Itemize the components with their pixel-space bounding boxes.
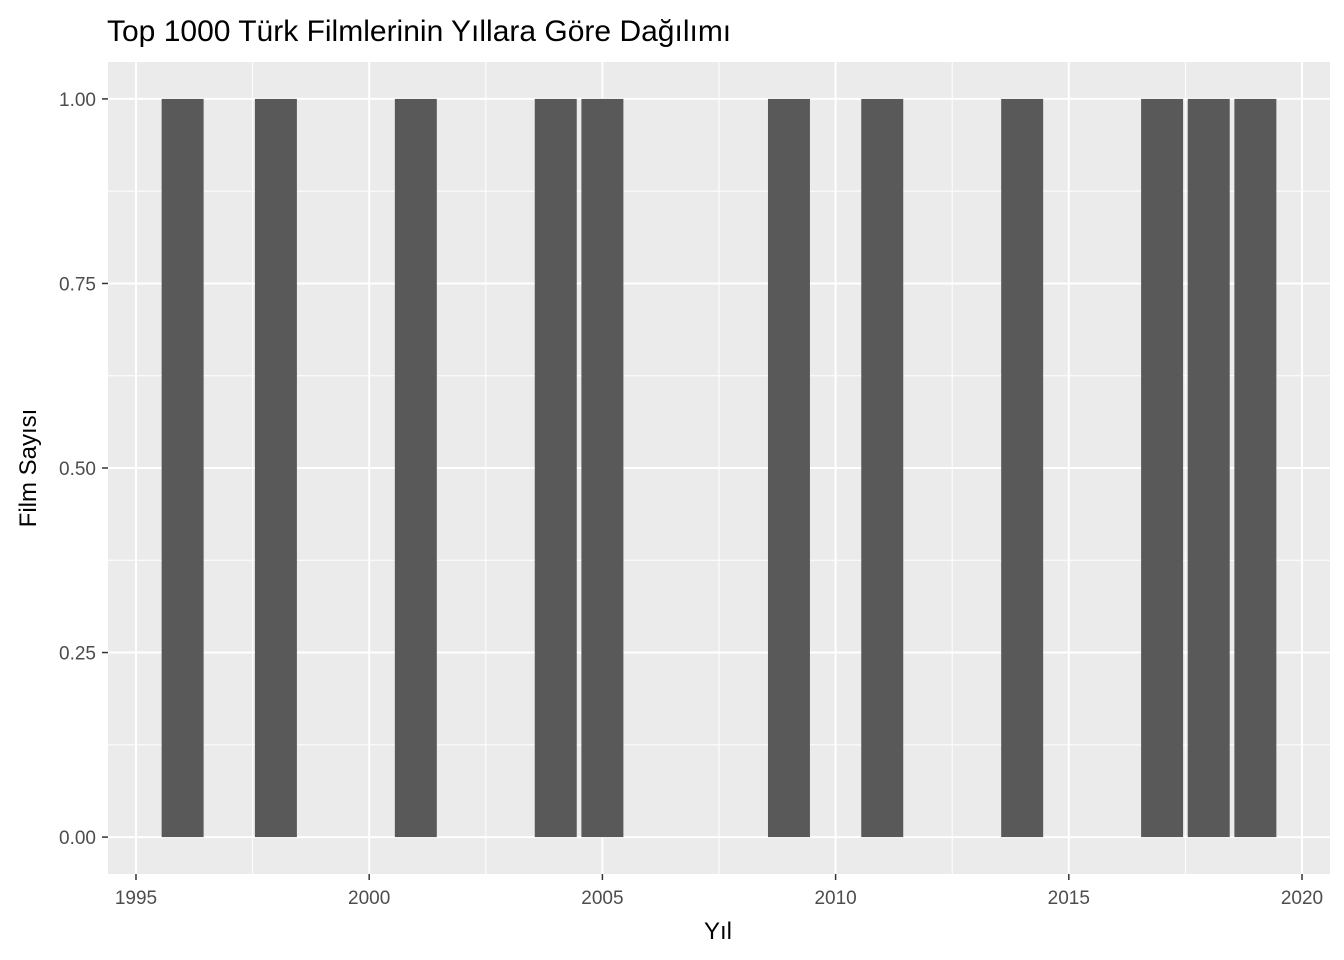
y-axis: 0.00 0.25 0.50 0.75 1.00 <box>59 90 108 849</box>
x-axis-title: Yıl <box>704 918 732 945</box>
bar-1996 <box>161 98 204 838</box>
y-tick-label: 0.25 <box>59 644 96 665</box>
y-tick-label: 0.00 <box>59 828 96 849</box>
major-gridlines <box>108 62 1330 874</box>
bar-2014 <box>1001 98 1044 838</box>
bar-2018 <box>1187 98 1230 838</box>
x-tick-label: 2015 <box>1048 888 1090 909</box>
bar-2011 <box>861 98 904 838</box>
bar-2001 <box>394 98 437 838</box>
x-tick-label: 2020 <box>1281 888 1323 909</box>
y-tick-label: 1.00 <box>59 90 96 111</box>
x-axis: 1995 2000 2005 2010 2015 2020 <box>115 874 1323 909</box>
bar-2019 <box>1234 98 1277 838</box>
y-axis-title: Film Sayısı <box>15 409 42 528</box>
bar-2005 <box>581 98 624 838</box>
bar-2017 <box>1141 98 1184 838</box>
bar-1998 <box>254 98 297 838</box>
bars <box>161 98 1277 838</box>
x-tick-label: 2000 <box>348 888 390 909</box>
bar-2009 <box>767 98 810 838</box>
y-tick-label: 0.75 <box>59 274 96 295</box>
x-tick-label: 1995 <box>115 888 157 909</box>
y-tick-label: 0.50 <box>59 459 96 480</box>
x-tick-label: 2010 <box>814 888 856 909</box>
x-tick-label: 2005 <box>581 888 623 909</box>
chart-title: Top 1000 Türk Filmlerinin Yıllara Göre D… <box>107 15 731 48</box>
bar-2004 <box>534 98 577 838</box>
